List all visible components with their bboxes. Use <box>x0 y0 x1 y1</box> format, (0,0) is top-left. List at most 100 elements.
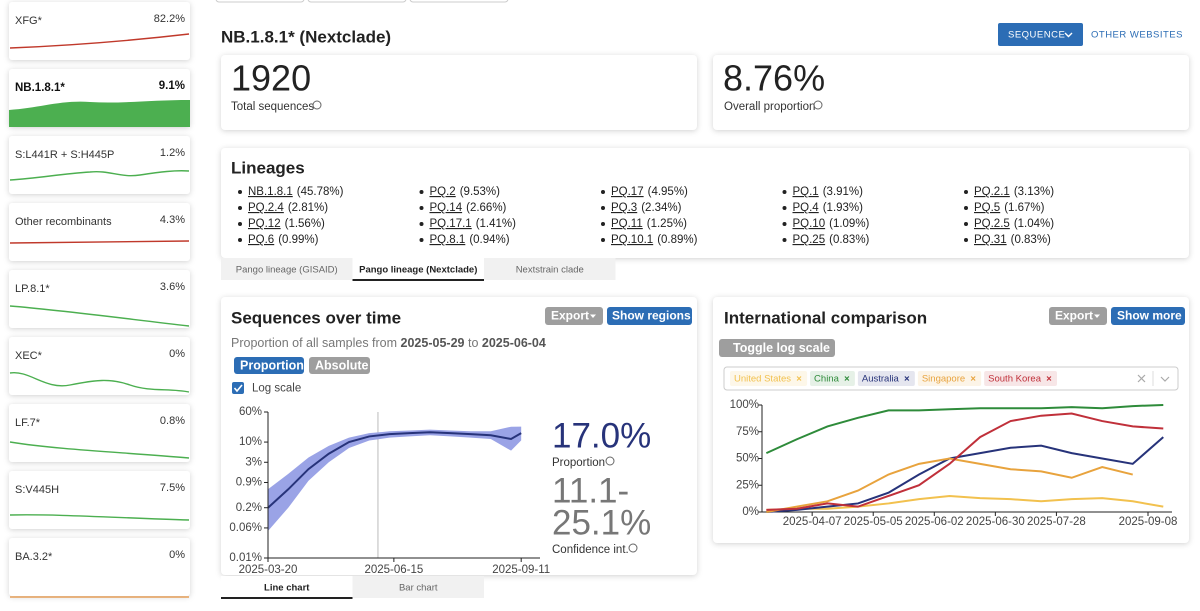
lineage-link[interactable]: PQ.10 <box>793 218 826 230</box>
tab[interactable] <box>484 258 616 280</box>
lineage-name: XFG* <box>15 15 43 27</box>
lineage-link[interactable]: PQ.10.1 <box>611 234 653 246</box>
info-icon[interactable] <box>312 100 322 110</box>
show-regions-button[interactable] <box>607 307 692 325</box>
remove-tag-icon[interactable] <box>796 376 802 381</box>
stat-card <box>713 55 1189 130</box>
lineage-link[interactable]: PQ.5 <box>974 202 1000 214</box>
lineage-share: (0.83%) <box>1011 234 1051 246</box>
sequence-button[interactable] <box>998 23 1083 46</box>
dropdown-icon[interactable] <box>1160 376 1170 382</box>
tab-label: Bar chart <box>399 583 438 594</box>
lineage-item: NB.1.8.1 (45.78%) <box>248 186 344 198</box>
info-icon[interactable] <box>628 543 638 553</box>
lineage-card[interactable] <box>9 471 190 529</box>
sidebar: XFG* 82.2% NB.1.8.1* 9.1% S:L441R + S:H445P 1… <box>9 2 190 596</box>
lineage-link[interactable]: PQ.2.4 <box>248 202 284 214</box>
export-button[interactable] <box>1049 307 1107 325</box>
x-tick-label: 2025-05-05 <box>844 516 903 528</box>
lineage-share: (2.81%) <box>288 202 328 214</box>
lineage-link[interactable]: PQ.1 <box>793 186 819 198</box>
country-tag[interactable] <box>810 371 855 386</box>
absolute-toggle[interactable] <box>309 357 370 374</box>
country-tag[interactable] <box>857 371 915 386</box>
show-more-button[interactable] <box>1111 307 1185 325</box>
tab[interactable] <box>221 576 353 598</box>
y-tick-label: 75% <box>736 426 759 438</box>
top-control[interactable] <box>307 0 407 3</box>
info-icon[interactable] <box>605 456 615 466</box>
lineage-link[interactable]: PQ.31 <box>974 234 1007 246</box>
lineage-card[interactable] <box>9 538 190 596</box>
remove-tag-icon[interactable] <box>970 376 976 381</box>
lineage-name: Other recombinants <box>15 216 112 228</box>
lineage-item: PQ.4 (1.93%) <box>793 202 864 214</box>
proportion-line <box>267 431 522 509</box>
y-tick-label: 3% <box>245 456 262 468</box>
lineage-link[interactable]: PQ.25 <box>793 234 826 246</box>
top-control[interactable] <box>409 0 509 3</box>
lineage-card[interactable] <box>9 337 190 395</box>
country-tag-label: South Korea <box>988 374 1042 385</box>
proportion-toggle[interactable] <box>234 357 304 374</box>
lineage-link[interactable]: PQ.2.1 <box>974 186 1010 198</box>
country-tag[interactable] <box>730 371 808 386</box>
lineage-card[interactable] <box>9 2 190 60</box>
other-websites-link[interactable]: OTHER WEBSITES <box>1091 30 1183 41</box>
lineage-share: (1.67%) <box>1004 202 1044 214</box>
stat-value: 1920 <box>231 58 311 99</box>
lineage-item: PQ.10 (1.09%) <box>793 218 870 230</box>
log-scale-checkbox[interactable] <box>232 382 244 394</box>
date-from: 2025-05-29 <box>401 336 465 350</box>
lineage-link[interactable]: PQ.3 <box>611 202 637 214</box>
lineage-link[interactable]: PQ.2.5 <box>974 218 1010 230</box>
clear-icon[interactable] <box>1137 374 1146 383</box>
export-button[interactable] <box>545 307 603 325</box>
country-line <box>766 436 1164 513</box>
lineage-link[interactable]: PQ.6 <box>248 234 274 246</box>
stat-card <box>221 55 697 130</box>
lineage-link[interactable]: PQ.4 <box>793 202 820 214</box>
country-tag[interactable] <box>984 371 1057 386</box>
lineage-link[interactable]: PQ.14 <box>430 202 463 214</box>
subtitle-to: to <box>468 336 478 350</box>
lineage-link[interactable]: PQ.17 <box>611 186 644 198</box>
remove-tag-icon[interactable] <box>904 376 910 381</box>
lineage-item: PQ.8.1 (0.94%) <box>430 234 510 246</box>
lineage-card[interactable] <box>9 270 190 328</box>
lineage-link[interactable]: NB.1.8.1 <box>248 186 293 198</box>
country-select[interactable] <box>723 366 1179 391</box>
lineage-item: PQ.31 (0.83%) <box>974 234 1051 246</box>
toggle-log-button[interactable] <box>719 339 835 357</box>
show-regions-label: Show regions <box>612 309 691 323</box>
bullet <box>238 238 242 242</box>
bullet <box>964 222 968 226</box>
y-tick-label: 50% <box>736 453 759 465</box>
top-control[interactable] <box>215 0 305 3</box>
tab[interactable] <box>352 576 485 598</box>
remove-tag-icon[interactable] <box>844 376 850 381</box>
lineage-card[interactable] <box>9 136 190 194</box>
lineage-share: (2.34%) <box>641 202 681 214</box>
lineage-share: (45.78%) <box>297 186 344 198</box>
bullet <box>238 222 242 226</box>
country-tag[interactable] <box>917 371 982 386</box>
x-tick-label: 2025-07-28 <box>1027 516 1086 528</box>
lineage-link[interactable]: PQ.17.1 <box>430 218 472 230</box>
lineage-card[interactable] <box>9 203 190 261</box>
lineage-link[interactable]: PQ.11 <box>611 218 643 230</box>
lineage-item: PQ.6 (0.99%) <box>248 234 319 246</box>
info-icon[interactable] <box>813 100 823 110</box>
tab[interactable] <box>352 258 485 280</box>
lineage-name: S:V445H <box>15 484 59 496</box>
remove-tag-icon[interactable] <box>1046 376 1052 381</box>
card-title: Sequences over time <box>231 308 401 327</box>
lineage-card[interactable] <box>9 404 190 462</box>
tab[interactable] <box>221 258 353 280</box>
bullet <box>601 222 605 226</box>
lineage-link[interactable]: PQ.12 <box>248 218 281 230</box>
stat-value: 8.76% <box>723 58 825 99</box>
lineage-link[interactable]: PQ.2 <box>430 186 456 198</box>
lineage-link[interactable]: PQ.8.1 <box>430 234 466 246</box>
tab-label: Pango lineage (Nextclade) <box>359 265 477 276</box>
